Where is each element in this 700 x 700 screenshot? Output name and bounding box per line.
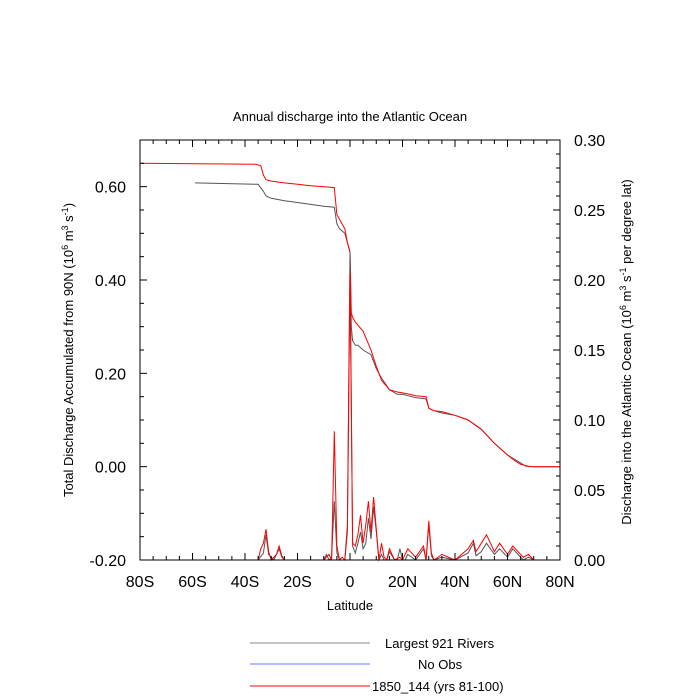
- y-right-tick-label: 0.30: [574, 133, 605, 150]
- y-right-tick-label: 0.20: [574, 273, 605, 290]
- legend: Largest 921 Rivers No Obs 1850_144 (yrs …: [250, 636, 504, 694]
- x-tick-label: 40S: [231, 574, 259, 591]
- y-right-tick-label: 0.25: [574, 203, 605, 220]
- legend-label-1850-144: 1850_144 (yrs 81-100): [372, 679, 504, 694]
- y-left-tick-label: -0.20: [90, 553, 127, 570]
- chart-title: Annual discharge into the Atlantic Ocean: [233, 109, 467, 124]
- y-left-tick-label: 0.60: [95, 180, 126, 197]
- y-axis-left-label: Total Discharge Accumulated from 90N (10…: [60, 203, 76, 497]
- y-left-tick-label: 0.40: [95, 273, 126, 290]
- legend-label-no-obs: No Obs: [418, 657, 463, 672]
- x-tick-label: 40N: [440, 574, 469, 591]
- x-axis-label: Latitude: [327, 598, 373, 613]
- x-tick-label: 60S: [178, 574, 206, 591]
- y-axis-right: 0.00 0.05 0.10 0.15 0.20 0.25 0.30: [553, 133, 605, 570]
- y-right-tick-label: 0.00: [574, 553, 605, 570]
- x-tick-label: 20N: [388, 574, 417, 591]
- x-axis: 80S 60S 40S 20S 0 20N 40N 60N 80N: [126, 140, 575, 591]
- y-left-tick-label: 0.20: [95, 366, 126, 383]
- y-right-tick-label: 0.15: [574, 343, 605, 360]
- series-line-0: [195, 182, 560, 468]
- x-tick-label: 0: [346, 574, 355, 591]
- plot-frame: [139, 139, 561, 561]
- plot-area: [139, 162, 560, 562]
- series-line-1: [139, 162, 560, 468]
- series-line-3: [140, 272, 560, 562]
- y-right-tick-label: 0.05: [574, 483, 605, 500]
- y-left-tick-label: 0.00: [95, 460, 126, 477]
- y-axis-right-label: Discharge into the Atlantic Ocean (106 m…: [618, 179, 634, 524]
- x-tick-label: 60N: [493, 574, 522, 591]
- y-axis-left: -0.20 0.00 0.20 0.40 0.60: [90, 139, 147, 570]
- x-tick-label: 80N: [545, 574, 574, 591]
- legend-label-largest-rivers: Largest 921 Rivers: [385, 636, 495, 651]
- y-right-tick-label: 0.10: [574, 413, 605, 430]
- x-tick-label: 20S: [283, 574, 311, 591]
- x-tick-label: 80S: [126, 574, 154, 591]
